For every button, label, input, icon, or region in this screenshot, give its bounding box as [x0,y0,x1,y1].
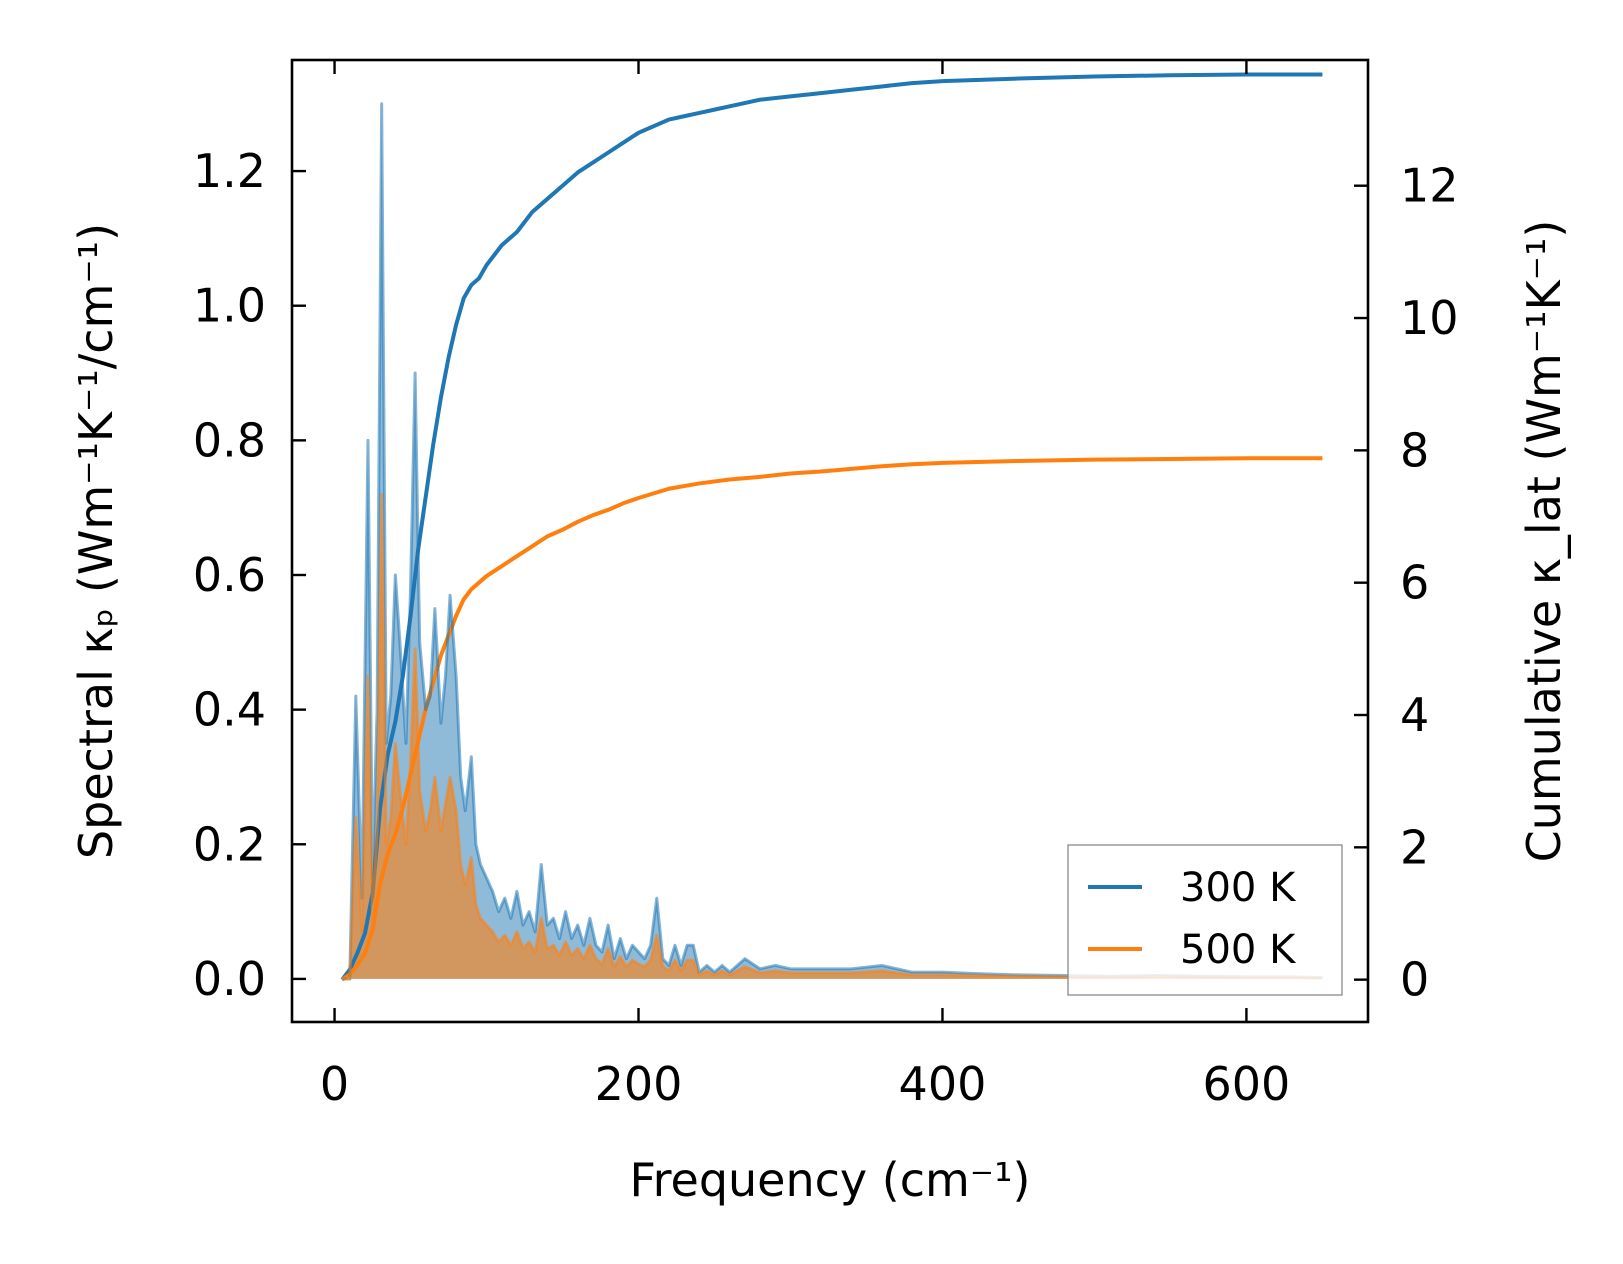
spectral-fills [342,103,1323,979]
legend-label-500K: 500 K [1180,927,1297,973]
plot-frame [290,58,1370,1024]
x-tick-label: 600 [1203,1057,1291,1111]
x-axis-label: Frequency (cm⁻¹) [630,1153,1031,1207]
y-right-tick-label: 12 [1400,159,1459,213]
y-left-tick-label: 1.2 [193,144,266,198]
y-left-tick-label: 0.6 [193,548,266,602]
legend: 300 K 500 K [1067,844,1343,996]
y-right-tick-label: 8 [1400,423,1429,477]
x-tick-label: 200 [595,1057,683,1111]
spectral-line-500K [342,492,1323,981]
y-axis-right-label: Cumulative κ_lat (Wm⁻¹K⁻¹) [1517,220,1571,863]
legend-label-300K: 300 K [1180,865,1297,911]
legend-box [1067,844,1343,996]
y-left-tick-label: 1.0 [193,279,266,333]
x-tick-label: 400 [899,1057,987,1111]
spectral-line-300K [342,102,1323,981]
axis-ticks: 0 200 400 600 0.0 0.2 0.4 0.6 0.8 1.0 1.2 0 2 4 6 8 10 12 [193,60,1459,1111]
y-axis-left-label: Spectral κₚ (Wm⁻¹K⁻¹/cm⁻¹) [69,223,123,859]
spectral-lines [342,102,1323,981]
x-tick-label: 0 [320,1057,349,1111]
spectral-fill-500K [342,494,1323,979]
y-right-tick-label: 6 [1400,556,1429,610]
y-right-tick-label: 2 [1400,820,1429,874]
y-left-tick-label: 0.2 [193,817,266,871]
y-right-tick-label: 10 [1400,291,1459,345]
y-left-tick-label: 0.0 [193,952,266,1006]
cumulative-lines [340,72,1323,982]
y-right-tick-label: 4 [1400,688,1429,742]
y-right-tick-label: 0 [1400,953,1429,1007]
cumulative-line-300K [340,72,1323,981]
y-left-tick-label: 0.8 [193,413,266,467]
y-left-tick-label: 0.4 [193,683,266,737]
